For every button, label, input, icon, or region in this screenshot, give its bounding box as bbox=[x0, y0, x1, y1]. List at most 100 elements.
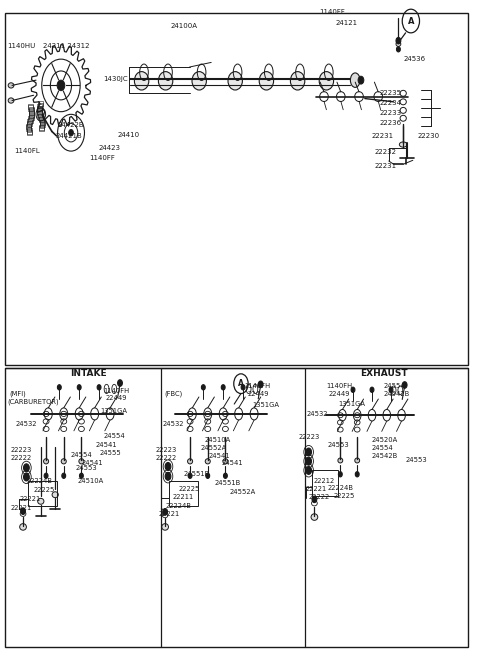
Bar bbox=[27, 119, 32, 124]
Ellipse shape bbox=[79, 459, 84, 464]
Circle shape bbox=[358, 76, 364, 84]
Ellipse shape bbox=[228, 72, 242, 90]
Ellipse shape bbox=[8, 98, 14, 103]
Bar bbox=[26, 124, 31, 129]
Bar bbox=[37, 107, 42, 112]
Text: 22231: 22231 bbox=[372, 133, 394, 139]
Bar bbox=[38, 102, 43, 108]
Bar bbox=[28, 116, 33, 122]
Text: 24423: 24423 bbox=[98, 145, 120, 151]
Text: 22221: 22221 bbox=[306, 486, 327, 493]
Circle shape bbox=[58, 385, 61, 390]
Text: 24542B: 24542B bbox=[372, 453, 398, 459]
Circle shape bbox=[21, 508, 25, 514]
Circle shape bbox=[258, 381, 263, 388]
Bar bbox=[39, 117, 44, 122]
Bar bbox=[37, 104, 42, 109]
Bar bbox=[37, 110, 42, 115]
Circle shape bbox=[306, 466, 312, 474]
Text: 24555: 24555 bbox=[99, 450, 121, 457]
Circle shape bbox=[80, 473, 84, 478]
Circle shape bbox=[224, 473, 228, 478]
Bar bbox=[29, 112, 34, 117]
Circle shape bbox=[69, 129, 73, 136]
Bar bbox=[38, 101, 43, 106]
Text: 24100A: 24100A bbox=[170, 23, 197, 30]
Circle shape bbox=[44, 473, 48, 478]
Bar bbox=[37, 108, 42, 114]
Bar bbox=[37, 112, 42, 117]
Bar bbox=[38, 114, 43, 120]
Ellipse shape bbox=[61, 459, 66, 464]
Bar bbox=[5, 13, 468, 365]
Text: 22222: 22222 bbox=[156, 455, 177, 461]
Text: 24520A: 24520A bbox=[372, 437, 398, 443]
Ellipse shape bbox=[20, 524, 26, 530]
Text: 24554: 24554 bbox=[71, 451, 93, 458]
Text: 22221: 22221 bbox=[11, 505, 32, 511]
Text: 24510A: 24510A bbox=[78, 478, 104, 484]
Text: 1351GA: 1351GA bbox=[101, 407, 128, 414]
Bar bbox=[40, 123, 45, 128]
Text: 24532: 24532 bbox=[15, 420, 37, 427]
Text: 1140FH: 1140FH bbox=[103, 388, 129, 394]
Text: (MFI): (MFI) bbox=[10, 391, 26, 397]
Text: 22232: 22232 bbox=[374, 149, 396, 156]
Bar bbox=[39, 125, 44, 130]
Ellipse shape bbox=[38, 498, 44, 505]
Bar bbox=[29, 108, 34, 114]
Ellipse shape bbox=[259, 72, 274, 90]
Text: 1351GA: 1351GA bbox=[252, 402, 279, 409]
Bar bbox=[40, 119, 45, 124]
Text: 22223: 22223 bbox=[156, 447, 177, 453]
Ellipse shape bbox=[338, 458, 343, 463]
Text: 24552A: 24552A bbox=[201, 445, 227, 451]
Bar bbox=[26, 125, 31, 131]
Text: 24410: 24410 bbox=[118, 131, 140, 138]
Text: 24553: 24553 bbox=[328, 442, 349, 449]
Text: 22212: 22212 bbox=[313, 478, 335, 484]
Text: 1140FF: 1140FF bbox=[89, 154, 115, 161]
Text: 24536: 24536 bbox=[403, 56, 425, 62]
Text: 1140FF: 1140FF bbox=[319, 9, 345, 15]
Circle shape bbox=[206, 473, 210, 478]
Bar bbox=[27, 128, 32, 133]
Circle shape bbox=[389, 387, 393, 392]
Text: 22225: 22225 bbox=[179, 486, 200, 493]
Text: 22223: 22223 bbox=[299, 434, 320, 440]
Text: 22222: 22222 bbox=[309, 494, 330, 501]
Circle shape bbox=[370, 387, 374, 392]
Circle shape bbox=[97, 385, 101, 390]
Bar bbox=[37, 106, 42, 111]
Text: 22234: 22234 bbox=[379, 100, 401, 106]
Circle shape bbox=[402, 382, 407, 388]
Circle shape bbox=[62, 473, 66, 478]
Circle shape bbox=[241, 385, 245, 390]
Text: 22235: 22235 bbox=[379, 90, 401, 97]
Bar bbox=[40, 120, 45, 125]
Text: 24421B: 24421B bbox=[55, 133, 82, 139]
Bar bbox=[39, 126, 44, 131]
Bar bbox=[39, 116, 44, 121]
Text: 24553: 24553 bbox=[406, 457, 427, 463]
Bar bbox=[169, 481, 198, 506]
Bar bbox=[29, 114, 34, 120]
Bar bbox=[27, 121, 32, 126]
Text: 1351GA: 1351GA bbox=[338, 401, 365, 407]
Text: 24541: 24541 bbox=[209, 453, 230, 459]
Ellipse shape bbox=[158, 72, 173, 90]
Bar bbox=[28, 118, 33, 123]
Text: 24552A: 24552A bbox=[229, 489, 256, 495]
Bar bbox=[27, 130, 32, 135]
Text: 22449: 22449 bbox=[329, 390, 350, 397]
Bar bbox=[28, 104, 33, 109]
Circle shape bbox=[165, 472, 171, 480]
Ellipse shape bbox=[8, 83, 14, 88]
Text: 24551B: 24551B bbox=[184, 471, 210, 478]
Text: 24554: 24554 bbox=[384, 382, 406, 389]
Bar bbox=[29, 107, 34, 112]
Circle shape bbox=[57, 80, 65, 91]
Text: 1430JC: 1430JC bbox=[103, 76, 128, 82]
Text: 24553: 24553 bbox=[76, 464, 97, 471]
Text: A: A bbox=[408, 16, 414, 26]
